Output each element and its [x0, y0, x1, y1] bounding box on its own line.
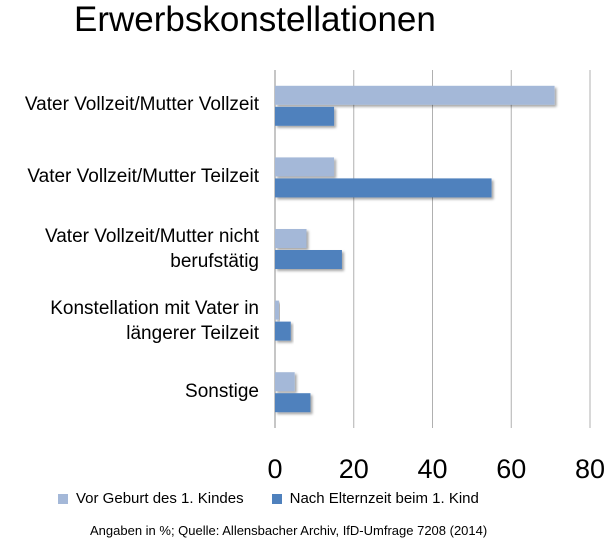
x-tick-label: 60: [496, 454, 526, 484]
legend-item: Nach Elternzeit beim 1. Kind: [271, 490, 479, 507]
bar-nach-elternzeit-3: [275, 321, 291, 341]
legend-label: Nach Elternzeit beim 1. Kind: [289, 490, 479, 507]
bar-vor-geburt-0: [275, 85, 555, 105]
legend: Vor Geburt des 1. Kindes Nach Elternzeit …: [58, 490, 507, 508]
category-label: Vater Vollzeit/Mutter nicht berufstätig: [44, 226, 259, 272]
legend-label: Vor Geburt des 1. Kindes: [76, 490, 244, 507]
bar-nach-elternzeit-1: [275, 178, 492, 198]
category-label: Vater Vollzeit/Mutter Vollzeit: [24, 94, 259, 116]
source-note: Angaben in %; Quelle: Allensbacher Archi…: [90, 523, 488, 538]
x-tick-label: 0: [267, 454, 282, 484]
legend-item: Vor Geburt des 1. Kindes: [58, 490, 244, 507]
category-label: Sonstige: [185, 380, 259, 402]
bar-vor-geburt-4: [275, 372, 295, 392]
bar-nach-elternzeit-0: [275, 106, 335, 126]
x-tick-label: 40: [417, 454, 447, 484]
bar-nach-elternzeit-4: [275, 393, 311, 413]
category-label: Konstellation mit Vater in längerer Teil…: [50, 297, 259, 344]
bar-vor-geburt-3: [275, 300, 279, 320]
bar-vor-geburt-1: [275, 157, 335, 177]
bar-nach-elternzeit-2: [275, 250, 342, 269]
x-tick-label: 80: [575, 454, 605, 484]
category-label: Vater Vollzeit/Mutter Teilzeit: [27, 165, 259, 187]
x-tick-label: 20: [339, 454, 369, 484]
legend-swatch: [271, 493, 282, 504]
chart-title: Erwerbskonstellationen: [74, 0, 436, 39]
bar-vor-geburt-2: [275, 229, 307, 248]
legend-swatch: [58, 493, 68, 504]
